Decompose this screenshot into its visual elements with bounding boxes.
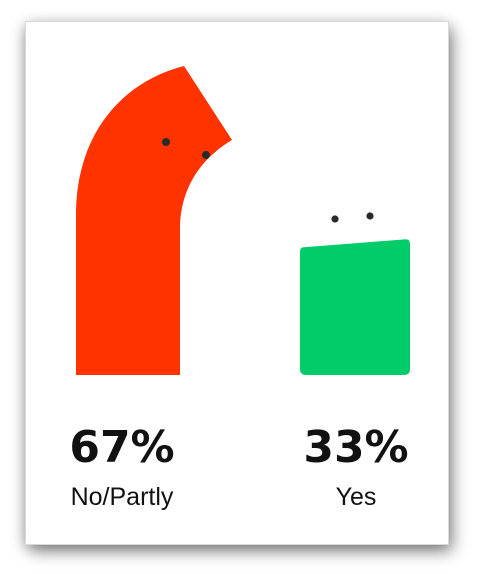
chart-svg: 67% No/Partly 33% Yes — [69, 66, 410, 511]
category-label-no-partly: No/Partly — [71, 483, 174, 511]
bar-yes-eye-right — [366, 212, 374, 220]
category-label-yes: Yes — [336, 483, 377, 511]
bar-yes-eye-left — [331, 215, 339, 223]
bar-no-partly — [76, 66, 232, 375]
bar-no-partly-eye-right — [202, 151, 210, 159]
bars-group — [76, 66, 410, 375]
value-label-yes: 33% — [303, 422, 408, 473]
eyes-group — [162, 138, 374, 223]
bar-no-partly-eye-left — [162, 138, 170, 146]
value-label-no-partly: 67% — [69, 422, 174, 473]
chart-card: 67% No/Partly 33% Yes — [26, 22, 448, 544]
bar-yes — [300, 239, 410, 375]
